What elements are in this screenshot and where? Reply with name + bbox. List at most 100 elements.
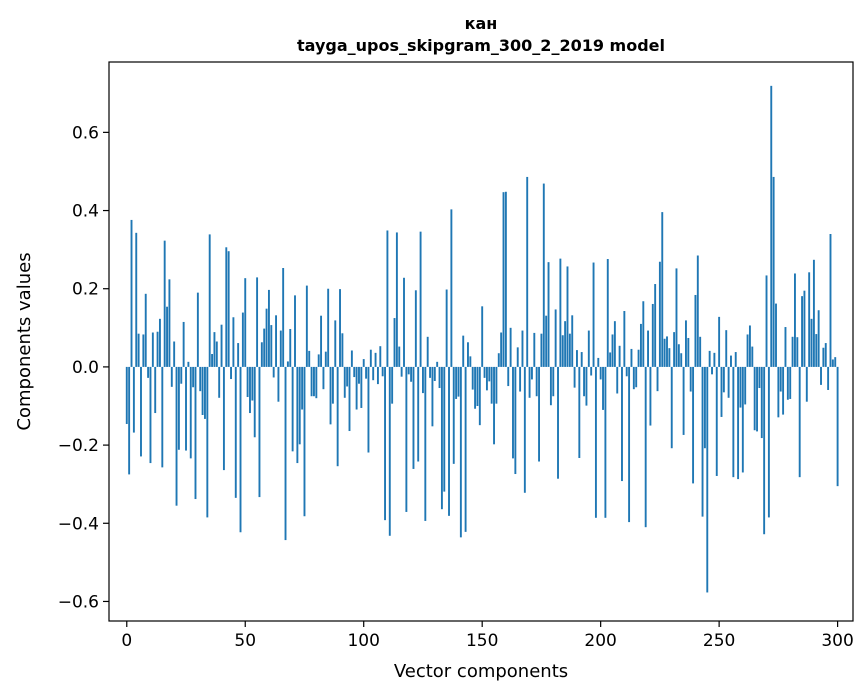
bar-139: [455, 366, 458, 399]
bar-249: [715, 366, 718, 476]
y-tick-label: 0.2: [72, 280, 99, 300]
bar-57: [260, 342, 263, 367]
bar-71: [294, 295, 296, 367]
bar-20: [173, 341, 176, 367]
bar-171: [530, 366, 533, 380]
bar-168: [523, 366, 526, 493]
bar-270: [765, 275, 768, 367]
bar-264: [751, 346, 754, 367]
chart-title: кан: [465, 14, 498, 33]
bar-206: [613, 321, 616, 367]
bar-208: [618, 345, 621, 367]
bar-186: [566, 266, 569, 367]
bar-166: [519, 366, 522, 392]
bar-248: [713, 352, 716, 367]
bar-64: [277, 366, 280, 402]
bar-89: [336, 366, 339, 467]
bar-69: [289, 328, 292, 367]
bar-0: [125, 366, 128, 424]
bar-132: [438, 366, 441, 389]
bar-159: [502, 192, 505, 367]
bar-18: [168, 279, 171, 367]
bar-247: [711, 366, 713, 375]
bar-218: [642, 301, 645, 367]
x-tick-label: 300: [821, 631, 853, 651]
bar-136: [448, 366, 450, 516]
bar-76: [305, 285, 308, 367]
bar-277: [782, 366, 785, 415]
bar-128: [429, 366, 432, 378]
bar-147: [474, 366, 477, 409]
bar-229: [668, 348, 671, 367]
bar-146: [471, 366, 474, 390]
y-tick-label: −0.2: [58, 436, 99, 456]
bar-28: [192, 366, 195, 388]
bar-114: [395, 232, 398, 367]
bar-80: [315, 366, 318, 399]
bar-250: [718, 316, 721, 367]
bar-32: [201, 366, 204, 415]
bar-150: [481, 306, 484, 367]
bar-102: [367, 366, 370, 453]
bar-191: [578, 366, 581, 458]
bar-261: [744, 366, 747, 405]
bar-104: [372, 366, 375, 381]
bar-5: [137, 333, 140, 367]
bar-265: [753, 366, 756, 431]
y-tick-label: 0.0: [72, 358, 99, 378]
y-axis-label: Components values: [14, 252, 35, 430]
bar-154: [490, 366, 493, 404]
bar-288: [808, 272, 811, 367]
bar-192: [580, 352, 583, 367]
bar-1: [128, 366, 131, 475]
bar-51: [246, 366, 249, 398]
bar-39: [218, 366, 221, 398]
bar-118: [405, 366, 408, 512]
bar-155: [493, 366, 495, 445]
bar-156: [495, 366, 498, 404]
bar-230: [670, 366, 673, 449]
bar-220: [647, 330, 649, 367]
bar-67: [284, 366, 287, 541]
bar-73: [298, 366, 301, 445]
bar-65: [279, 330, 282, 367]
bar-131: [436, 361, 439, 367]
bar-106: [376, 366, 379, 385]
bar-183: [559, 258, 562, 367]
bar-225: [658, 261, 661, 367]
bar-75: [303, 366, 306, 517]
bar-88: [334, 320, 337, 367]
bar-158: [500, 332, 503, 367]
bar-165: [516, 347, 519, 367]
bar-105: [374, 352, 377, 367]
bar-40: [220, 324, 223, 367]
bar-16: [163, 240, 166, 367]
plot-frame: [108, 61, 854, 622]
bar-148: [476, 366, 479, 406]
bar-120: [410, 366, 413, 382]
bar-82: [320, 315, 323, 367]
x-tick-label: 100: [347, 631, 379, 651]
bar-101: [365, 366, 368, 379]
bar-275: [777, 366, 780, 418]
bar-202: [604, 366, 607, 518]
bar-122: [414, 290, 417, 367]
bar-167: [521, 330, 524, 367]
bar-68: [286, 361, 289, 367]
bar-280: [789, 366, 792, 399]
bar-10: [149, 366, 152, 464]
bar-100: [362, 359, 365, 367]
bar-6: [140, 366, 142, 457]
bar-253: [725, 330, 728, 367]
bar-12: [154, 366, 157, 414]
bar-255: [730, 355, 732, 367]
bar-91: [341, 333, 344, 367]
bar-240: [694, 294, 697, 367]
bar-226: [661, 212, 664, 367]
bar-276: [779, 366, 782, 392]
bar-164: [514, 366, 517, 475]
bar-236: [685, 320, 687, 367]
bar-224: [656, 366, 659, 392]
bar-94: [348, 366, 351, 432]
bar-36: [211, 354, 214, 367]
